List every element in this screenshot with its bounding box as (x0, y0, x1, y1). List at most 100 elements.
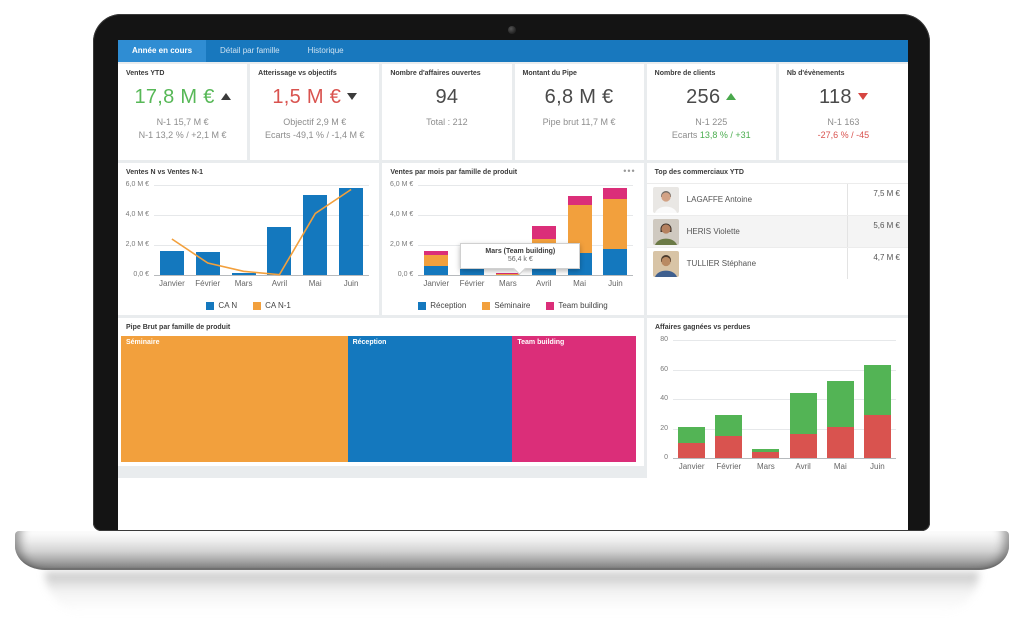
bar-segment[interactable] (789, 393, 817, 435)
gridline (673, 399, 896, 400)
kpi-subline: Ecarts 13,8 % / +31 (671, 130, 751, 140)
bar-segment[interactable] (495, 273, 520, 275)
avatar (652, 186, 679, 213)
kpi-value-text: 6,8 M € (544, 86, 614, 108)
bar-segment[interactable] (789, 434, 817, 458)
commercials-list: LAGAFFE Antoine 7,5 M € HERIS Violette 5… (646, 183, 908, 279)
list-item[interactable]: HERIS Violette 5,6 M € (646, 215, 908, 247)
legend-item: Team building (546, 301, 608, 310)
avatar (652, 218, 679, 245)
kpi-value-text: 256 (686, 86, 721, 108)
gridline (154, 245, 369, 246)
legend-label: Réception (430, 301, 467, 310)
chart-card-ventes-n-vs-n1: Ventes N vs Ventes N-1 0,0 € 2,0 M € 4,0 M… (118, 163, 380, 315)
tab-annee-en-cours[interactable]: Année en cours (118, 40, 207, 62)
gridline (673, 369, 896, 371)
x-axis-tick-label: Mai (833, 462, 847, 471)
column-divider (846, 184, 848, 215)
x-axis-tick-label: Avril (271, 279, 288, 288)
bar-segment[interactable] (752, 449, 780, 453)
bar-segment[interactable] (678, 443, 706, 459)
gridline (673, 340, 896, 341)
tooltip-value: 56,4 k € (507, 256, 533, 263)
bar-segment[interactable] (826, 427, 854, 458)
gridline (154, 185, 369, 186)
y-axis-tick-label: 80 (660, 336, 668, 343)
bar-segment[interactable] (159, 251, 184, 275)
bar-segment[interactable] (603, 198, 628, 249)
kpi-subline: N-1 163 (827, 117, 860, 127)
x-axis-tick-label: Mars (757, 462, 775, 471)
webcam-icon (507, 26, 516, 34)
x-axis-tick-label: Juin (343, 279, 359, 288)
kpi-subline: N-1 15,7 M € (156, 117, 209, 127)
tab-detail-par-famille[interactable]: Détail par famille (220, 46, 280, 55)
treemap-block[interactable]: Team building (512, 336, 636, 462)
kpi-title: Nb d'évènements (786, 70, 845, 77)
x-axis-tick-label: Juin (870, 462, 885, 471)
trend-up-icon (726, 92, 737, 100)
y-axis-tick-label: 2,0 M € (389, 241, 414, 248)
chart-legend: CA N CA N-1 (118, 301, 379, 310)
bar-segment[interactable] (424, 251, 449, 255)
commercial-name: HERIS Violette (686, 227, 740, 236)
bar-segment[interactable] (715, 435, 743, 458)
bar-segment[interactable] (267, 227, 292, 275)
bar-segment[interactable] (495, 272, 520, 274)
y-axis-tick-label: 6,0 M € (389, 181, 414, 188)
gridline (154, 275, 369, 276)
kpi-card-atterissage: Atterissage vs objectifs 1,5 M € Objecti… (250, 64, 380, 160)
y-axis-tick-label: 2,0 M € (125, 241, 149, 248)
more-options-icon[interactable]: ••• (623, 166, 636, 176)
legend-swatch-icon (482, 301, 491, 310)
nav-bar: Année en cours Détail par famille Histor… (118, 40, 908, 62)
legend-swatch-icon (206, 301, 215, 310)
bar-segment[interactable] (678, 427, 706, 444)
bar-segment[interactable] (339, 188, 364, 275)
kpi-card-nombre-clients: Nombre de clients 256 N-1 225 Ecarts 13,… (646, 64, 776, 160)
bar-segment[interactable] (603, 248, 628, 276)
commercial-name: LAGAFFE Antoine (686, 195, 753, 204)
kpi-card-montant-pipe: Montant du Pipe 6,8 M € Pipe brut 11,7 M… (514, 64, 644, 160)
affaires-gagnees-chart: 0 20 40 60 80 Janvier Février Mars Avril Mai Juin (647, 334, 908, 474)
x-axis-tick-label: Février (716, 462, 742, 471)
bar-segment[interactable] (752, 452, 780, 458)
kpi-value-text: 1,5 M € (272, 86, 342, 108)
avatar (652, 250, 679, 277)
chart-card-affaires: Affaires gagnées vs perdues 0 20 40 60 80 Jan… (647, 318, 908, 478)
x-axis-tick-label: Février (195, 279, 221, 288)
tab-historique[interactable]: Historique (307, 46, 344, 55)
y-axis-tick-label: 0 (664, 454, 668, 461)
bar-segment[interactable] (231, 272, 256, 276)
kpi-value: 94 (382, 86, 511, 109)
kpi-value: 118 (779, 86, 908, 109)
list-item[interactable]: TULLIER Stéphane 4,7 M € (646, 247, 908, 279)
bar-segment[interactable] (863, 365, 891, 416)
bar-segment[interactable] (424, 266, 449, 275)
bar-segment[interactable] (603, 188, 628, 199)
treemap-block[interactable]: Réception (347, 336, 513, 462)
treemap-card-pipe-brut: Pipe Brut par famille de produit Séminai… (118, 318, 644, 466)
gridline (418, 185, 634, 186)
bar-segment[interactable] (303, 194, 328, 276)
bar-segment[interactable] (531, 226, 556, 239)
commercial-value: 4,7 M € (873, 253, 900, 262)
bar-segment[interactable] (715, 415, 743, 436)
list-item[interactable]: LAGAFFE Antoine 7,5 M € (646, 183, 908, 215)
laptop-base (15, 531, 1009, 570)
kpi-card-ventes-ytd: Ventes YTD 17,8 M € N-1 15,7 M € N-1 13,… (118, 64, 248, 160)
treemap-block[interactable]: Séminaire (121, 336, 348, 462)
bar-segment[interactable] (495, 274, 520, 276)
kpi-value-text: 94 (435, 86, 459, 108)
kpi-card-nb-evenements: Nb d'évènements 118 N-1 163 -27,6 % / -4… (778, 64, 908, 160)
commercial-name: TULLIER Stéphane (686, 259, 757, 268)
bar-segment[interactable] (195, 251, 220, 276)
legend-label: Séminaire (494, 301, 531, 310)
bar-segment[interactable] (424, 254, 449, 267)
kpi-card-affaires-ouvertes: Nombre d'affaires ouvertes 94 Total : 21… (382, 64, 512, 160)
bar-segment[interactable] (863, 415, 891, 458)
bar-segment[interactable] (567, 195, 592, 205)
x-axis-tick-label: Février (459, 279, 485, 288)
chart-card-ventes-par-famille: Ventes par mois par famille de produit •… (382, 163, 644, 315)
bar-segment[interactable] (826, 381, 854, 427)
